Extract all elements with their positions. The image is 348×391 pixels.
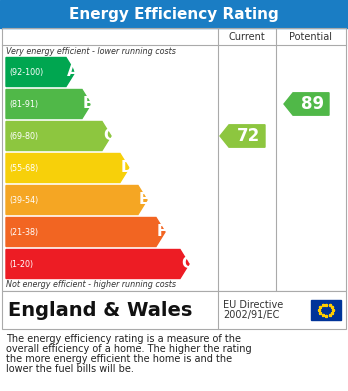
Text: Very energy efficient - lower running costs: Very energy efficient - lower running co… — [6, 47, 176, 56]
Text: 72: 72 — [237, 127, 261, 145]
Text: overall efficiency of a home. The higher the rating: overall efficiency of a home. The higher… — [6, 344, 252, 354]
Bar — [2, 291, 346, 329]
Text: (21-38): (21-38) — [9, 228, 38, 237]
Polygon shape — [6, 57, 75, 86]
Text: the more energy efficient the home is and the: the more energy efficient the home is an… — [6, 354, 232, 364]
Bar — [0, 0, 348, 28]
Text: (69-80): (69-80) — [9, 131, 38, 140]
Polygon shape — [6, 217, 165, 246]
Text: (39-54): (39-54) — [9, 196, 38, 204]
Text: (81-91): (81-91) — [9, 99, 38, 108]
Polygon shape — [284, 93, 329, 115]
Polygon shape — [6, 90, 91, 118]
Text: (1-20): (1-20) — [9, 260, 33, 269]
Text: A: A — [67, 65, 79, 79]
Polygon shape — [6, 122, 111, 151]
Bar — [2, 28, 346, 291]
Text: EU Directive: EU Directive — [223, 300, 283, 310]
Text: England & Wales: England & Wales — [8, 301, 192, 319]
Polygon shape — [6, 154, 129, 183]
Text: lower the fuel bills will be.: lower the fuel bills will be. — [6, 364, 134, 374]
Text: (55-68): (55-68) — [9, 163, 38, 172]
Polygon shape — [220, 125, 265, 147]
Text: (92-100): (92-100) — [9, 68, 43, 77]
Text: F: F — [157, 224, 167, 240]
Text: E: E — [139, 192, 149, 208]
Polygon shape — [6, 185, 147, 215]
Text: B: B — [83, 97, 95, 111]
Text: 2002/91/EC: 2002/91/EC — [223, 310, 279, 320]
Text: Current: Current — [229, 32, 266, 41]
Text: 89: 89 — [301, 95, 325, 113]
Text: Energy Efficiency Rating: Energy Efficiency Rating — [69, 7, 279, 22]
Polygon shape — [6, 249, 189, 278]
Text: D: D — [121, 160, 134, 176]
Text: G: G — [181, 256, 193, 271]
Text: Not energy efficient - higher running costs: Not energy efficient - higher running co… — [6, 280, 176, 289]
Bar — [311, 300, 341, 320]
Text: Potential: Potential — [290, 32, 332, 41]
Text: C: C — [103, 129, 114, 143]
Text: The energy efficiency rating is a measure of the: The energy efficiency rating is a measur… — [6, 334, 241, 344]
